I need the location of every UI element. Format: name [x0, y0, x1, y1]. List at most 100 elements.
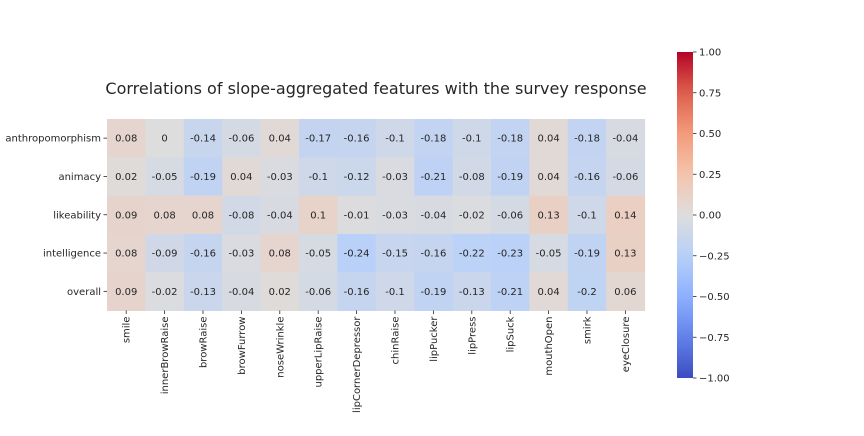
- heatmap-cell: [452, 233, 492, 273]
- cell-value-label: 0.13: [614, 249, 636, 260]
- row-tick-label: likeability: [53, 210, 101, 221]
- cell-value-label: -0.19: [574, 249, 600, 260]
- heatmap-cell-labels: 0.08 0 -0.14 -0.06 0.04 -0.17 -0.16 -0.1 -0.18 -0…: [115, 134, 638, 298]
- cell-value-label: -0.08: [228, 210, 254, 221]
- heatmap-cell: [299, 157, 338, 197]
- column-tick-label: noseWrinkle: [275, 317, 286, 378]
- cell-value-label: -0.1: [577, 210, 597, 221]
- heatmap-cell: [452, 119, 492, 158]
- heatmap-cell: [222, 157, 262, 197]
- heatmap-cell: [107, 119, 146, 158]
- heatmap-cell: [452, 195, 492, 235]
- cell-value-label: -0.1: [385, 287, 405, 298]
- heatmap-cell: [529, 157, 569, 197]
- cell-value-label: -0.1: [385, 134, 405, 145]
- heatmap-cell: [414, 195, 454, 235]
- heatmap-cell: [567, 272, 607, 311]
- heatmap-cell: [491, 157, 530, 197]
- heatmap-cell: [222, 272, 262, 311]
- cell-value-label: -0.16: [574, 172, 600, 183]
- cell-value-label: 0.09: [115, 210, 137, 221]
- cell-value-label: -0.21: [497, 287, 523, 298]
- cell-value-label: 0.08: [115, 249, 137, 260]
- cell-value-label: -0.15: [382, 249, 408, 260]
- heatmap-cell: [107, 157, 146, 197]
- heatmap-cell: [183, 233, 223, 273]
- cell-value-label: -0.16: [190, 249, 216, 260]
- colorbar-tick-label: 0.00: [699, 211, 721, 222]
- cell-value-label: -0.13: [190, 287, 216, 298]
- heatmap-cell: [375, 272, 415, 311]
- cell-value-label: -0.13: [459, 287, 485, 298]
- heatmap-cell: [414, 272, 454, 311]
- heatmap-cell: [414, 233, 454, 273]
- heatmap-cell: [222, 195, 262, 235]
- cell-value-label: -0.05: [305, 249, 331, 260]
- cell-value-label: -0.03: [382, 172, 408, 183]
- heatmap-cell: [145, 195, 185, 235]
- heatmap-cell: [491, 233, 530, 273]
- cell-value-label: 0: [161, 134, 167, 145]
- cell-value-label: -0.18: [574, 134, 600, 145]
- heatmap-cell: [260, 272, 300, 311]
- cell-value-label: -0.22: [459, 249, 485, 260]
- heatmap-cell: [452, 272, 492, 311]
- cell-value-label: 0.1: [310, 210, 326, 221]
- heatmap-cell: [337, 233, 377, 273]
- cell-value-label: -0.23: [497, 249, 523, 260]
- cell-value-label: -0.05: [536, 249, 562, 260]
- cell-value-label: 0.08: [269, 249, 291, 260]
- column-tick-labels: smile innerBrowRaise browRaise browFurrow no…: [122, 310, 632, 413]
- cell-value-label: -0.09: [152, 249, 178, 260]
- column-tick-label: innerBrowRaise: [160, 317, 171, 395]
- chart-title: Correlations of slope-aggregated feature…: [105, 79, 646, 98]
- cell-value-label: -0.24: [344, 249, 370, 260]
- heatmap-cell: [107, 195, 146, 235]
- colorbar-tick-label: −1.00: [699, 374, 730, 385]
- cell-value-label: -0.19: [420, 287, 446, 298]
- cell-value-label: -0.1: [462, 134, 482, 145]
- colorbar: 1.00 0.75 0.50 0.25 0.00 −0.25 −0.50 −0.75 −1.00: [677, 48, 730, 385]
- heatmap-cell: [567, 195, 607, 235]
- cell-value-label: 0.04: [537, 134, 559, 145]
- cell-value-label: -0.03: [382, 210, 408, 221]
- row-tick-labels: anthropomorphism animacy likeability intell…: [5, 134, 107, 298]
- heatmap-cell: [107, 233, 146, 273]
- column-tick-label: lipSuck: [506, 316, 517, 352]
- row-tick-label: anthropomorphism: [5, 134, 101, 145]
- colorbar-tick-label: 0.50: [699, 129, 721, 140]
- heatmap-cell: [222, 233, 262, 273]
- cell-value-label: -0.19: [497, 172, 523, 183]
- heatmap-cell: [299, 195, 338, 235]
- cell-value-label: 0.04: [537, 172, 559, 183]
- cell-value-label: -0.16: [344, 134, 370, 145]
- cell-value-label: -0.2: [577, 287, 597, 298]
- cell-value-label: -0.12: [344, 172, 370, 183]
- cell-value-label: -0.03: [228, 249, 254, 260]
- heatmap-cell: [299, 272, 338, 311]
- heatmap-cell: [452, 157, 492, 197]
- heatmap-cell: [606, 119, 646, 158]
- cell-value-label: -0.06: [228, 134, 254, 145]
- row-tick-label: intelligence: [43, 249, 101, 260]
- heatmap-cell: [337, 157, 377, 197]
- cell-value-label: -0.04: [612, 134, 638, 145]
- heatmap-cell: [145, 233, 185, 273]
- cell-value-label: -0.19: [190, 172, 216, 183]
- heatmap-cell: [375, 233, 415, 273]
- column-tick-label: smirk: [583, 316, 594, 344]
- cell-value-label: -0.18: [420, 134, 446, 145]
- heatmap-cell: [183, 195, 223, 235]
- cell-value-label: -0.01: [344, 210, 370, 221]
- cell-value-label: 0.02: [269, 287, 291, 298]
- cell-value-label: 0.04: [537, 287, 559, 298]
- heatmap-cell: [183, 119, 223, 158]
- column-tick-label: lipPress: [467, 317, 478, 355]
- row-tick-label: overall: [67, 287, 101, 298]
- heatmap-cell: [414, 157, 454, 197]
- cell-value-label: -0.17: [305, 134, 331, 145]
- cell-value-label: 0.08: [153, 210, 175, 221]
- cell-value-label: -0.04: [267, 210, 293, 221]
- colorbar-tick-label: −0.50: [699, 292, 730, 303]
